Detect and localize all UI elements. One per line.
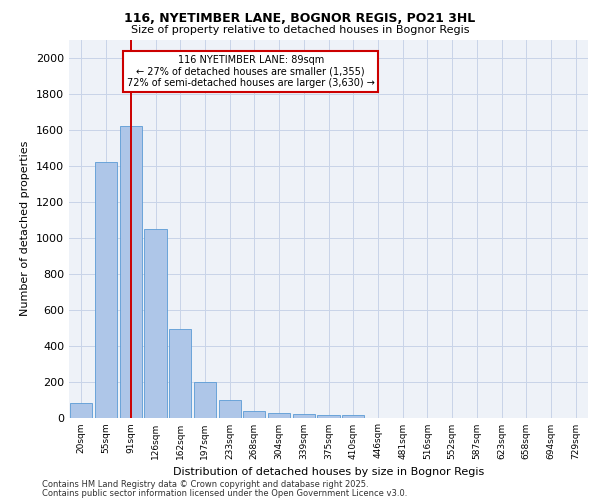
Y-axis label: Number of detached properties: Number of detached properties — [20, 141, 31, 316]
Bar — [268, 413, 290, 418]
Bar — [95, 162, 117, 417]
X-axis label: Distribution of detached houses by size in Bognor Regis: Distribution of detached houses by size … — [173, 467, 484, 477]
Bar — [145, 229, 167, 418]
Bar — [293, 414, 315, 418]
Bar — [317, 415, 340, 418]
Bar — [119, 126, 142, 418]
Bar — [169, 330, 191, 418]
Text: 116 NYETIMBER LANE: 89sqm
← 27% of detached houses are smaller (1,355)
72% of se: 116 NYETIMBER LANE: 89sqm ← 27% of detac… — [127, 55, 374, 88]
Bar — [218, 400, 241, 417]
Text: Size of property relative to detached houses in Bognor Regis: Size of property relative to detached ho… — [131, 25, 469, 35]
Text: 116, NYETIMBER LANE, BOGNOR REGIS, PO21 3HL: 116, NYETIMBER LANE, BOGNOR REGIS, PO21 … — [124, 12, 476, 26]
Bar — [342, 415, 364, 418]
Text: Contains HM Land Registry data © Crown copyright and database right 2025.: Contains HM Land Registry data © Crown c… — [42, 480, 368, 489]
Bar — [194, 382, 216, 418]
Bar — [70, 403, 92, 417]
Bar — [243, 411, 265, 418]
Text: Contains public sector information licensed under the Open Government Licence v3: Contains public sector information licen… — [42, 488, 407, 498]
